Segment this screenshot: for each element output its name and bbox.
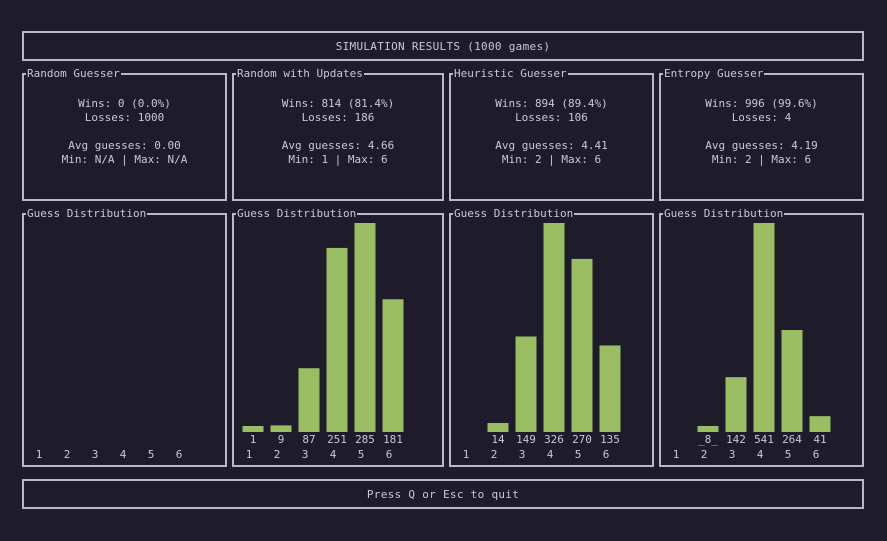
losses-text: Losses: 186 — [301, 111, 375, 124]
distribution-panel-entropy: Guess Distribution 1 _8_ 2 142 3 541 4 264 5 41 6 — [659, 207, 864, 467]
bar-value-label: 14 — [491, 433, 505, 446]
bar-guess-5 — [781, 330, 803, 432]
bar-value-label: 251 — [327, 433, 347, 446]
stats-panel-random: Random Guesser Wins: 0 (0.0%) Losses: 10… — [22, 67, 227, 201]
wins-text: Wins: 996 (99.6%) — [705, 97, 818, 110]
quit-hint: Press Q or Esc to quit — [366, 487, 520, 501]
bar-guess-5 — [354, 223, 376, 432]
results-header: SIMULATION RESULTS (1000 games) — [22, 31, 864, 61]
panel-title: Heuristic Guesser — [453, 67, 568, 81]
bar-value-label: 135 — [600, 433, 620, 446]
category-tick-label: 4 — [757, 448, 764, 461]
distribution-panel-random-updates: Guess Distribution 1 1 9 2 87 3 251 4 285 5 181 6 — [232, 207, 444, 467]
distribution-panel-heuristic: Guess Distribution 1 14 2 149 3 326 4 270 5 135 6 — [449, 207, 654, 467]
panel-title: Random Guesser — [26, 67, 121, 81]
stats-panel-random-updates: Random with Updates Wins: 814 (81.4%) Lo… — [232, 67, 444, 201]
avg-guesses-text: Avg guesses: 4.19 — [705, 139, 818, 152]
bar-guess-4 — [543, 223, 565, 432]
stats-panel-entropy: Entropy Guesser Wins: 996 (99.6%) Losses… — [659, 67, 864, 201]
chart-title: Guess Distribution — [26, 207, 148, 221]
bar-guess-3 — [298, 368, 320, 432]
category-tick-label: 2 — [274, 448, 281, 461]
category-tick-label: 5 — [785, 448, 792, 461]
distribution-chart: 1 14 2 149 3 326 4 270 5 135 6 — [463, 223, 621, 461]
min-max-text: Min: 2 | Max: 6 — [711, 153, 812, 166]
bar-guess-2 — [487, 423, 509, 432]
category-tick-label: 2 — [491, 448, 498, 461]
category-tick-label: 1 — [36, 448, 43, 461]
chart-title: Guess Distribution — [236, 207, 358, 221]
chart-title: Guess Distribution — [453, 207, 575, 221]
category-tick-label: 5 — [148, 448, 155, 461]
min-max-text: Min: N/A | Max: N/A — [61, 153, 188, 166]
category-tick-label: 4 — [330, 448, 337, 461]
bar-guess-6 — [382, 299, 404, 432]
category-tick-label: 1 — [673, 448, 680, 461]
stats-panel-heuristic: Heuristic Guesser Wins: 894 (89.4%) Loss… — [449, 67, 654, 201]
category-tick-label: 6 — [813, 448, 820, 461]
category-tick-label: 6 — [386, 448, 393, 461]
bar-value-label: 181 — [383, 433, 403, 446]
losses-text: Losses: 4 — [731, 111, 792, 124]
bar-guess-3 — [725, 377, 747, 432]
bar-guess-5 — [571, 258, 593, 432]
bar-value-label: 270 — [572, 433, 592, 446]
bar-value-label: 142 — [726, 433, 746, 446]
bar-value-label: 264 — [782, 433, 802, 446]
category-tick-label: 2 — [701, 448, 708, 461]
bar-guess-4 — [326, 247, 348, 432]
panel-title: Entropy Guesser — [663, 67, 765, 81]
bar-value-label: 149 — [516, 433, 536, 446]
category-tick-label: 4 — [120, 448, 127, 461]
min-max-text: Min: 2 | Max: 6 — [501, 153, 602, 166]
avg-guesses-text: Avg guesses: 4.66 — [281, 139, 395, 152]
avg-guesses-text: Avg guesses: 0.00 — [68, 139, 181, 152]
bar-value-label: 285 — [355, 433, 375, 446]
category-tick-label: 5 — [358, 448, 365, 461]
distribution-chart: 1 2 3 4 5 6 — [36, 448, 183, 461]
category-tick-label: 3 — [519, 448, 526, 461]
category-tick-label: 3 — [729, 448, 736, 461]
wins-text: Wins: 894 (89.4%) — [495, 97, 608, 110]
wins-text: Wins: 0 (0.0%) — [78, 97, 171, 110]
category-tick-label: 1 — [463, 448, 470, 461]
bar-guess-4 — [753, 223, 775, 432]
wins-text: Wins: 814 (81.4%) — [281, 97, 395, 110]
category-tick-label: 1 — [246, 448, 253, 461]
distribution-chart: 1 1 9 2 87 3 251 4 285 5 181 6 — [242, 223, 404, 461]
category-tick-label: 6 — [603, 448, 610, 461]
category-tick-label: 2 — [64, 448, 71, 461]
min-max-text: Min: 1 | Max: 6 — [288, 153, 388, 166]
bar-guess-2 — [270, 425, 292, 432]
bar-value-label: 1 — [250, 433, 257, 446]
losses-text: Losses: 1000 — [84, 111, 165, 124]
bar-guess-6 — [809, 416, 831, 432]
distribution-panel-random: Guess Distribution 1 2 3 4 5 6 — [22, 207, 227, 467]
page-title: SIMULATION RESULTS (1000 games) — [335, 39, 551, 53]
category-tick-label: 3 — [92, 448, 99, 461]
losses-text: Losses: 106 — [515, 111, 588, 124]
bar-value-label: 9 — [278, 433, 285, 446]
bar-value-label: _8_ — [698, 433, 718, 446]
category-tick-label: 5 — [575, 448, 582, 461]
bar-guess-6 — [599, 345, 621, 432]
panel-title: Random with Updates — [236, 67, 364, 81]
category-tick-label: 4 — [547, 448, 554, 461]
category-tick-label: 6 — [176, 448, 183, 461]
bar-guess-3 — [515, 336, 537, 432]
bar-value-label: 326 — [544, 433, 564, 446]
footer-bar: Press Q or Esc to quit — [22, 479, 864, 509]
bar-value-label: 541 — [754, 433, 774, 446]
avg-guesses-text: Avg guesses: 4.41 — [495, 139, 608, 152]
bar-guess-1 — [242, 426, 264, 432]
bar-value-label: 87 — [302, 433, 315, 446]
bar-value-label: 41 — [813, 433, 826, 446]
chart-title: Guess Distribution — [663, 207, 785, 221]
bar-guess-2 — [697, 426, 719, 432]
category-tick-label: 3 — [302, 448, 309, 461]
